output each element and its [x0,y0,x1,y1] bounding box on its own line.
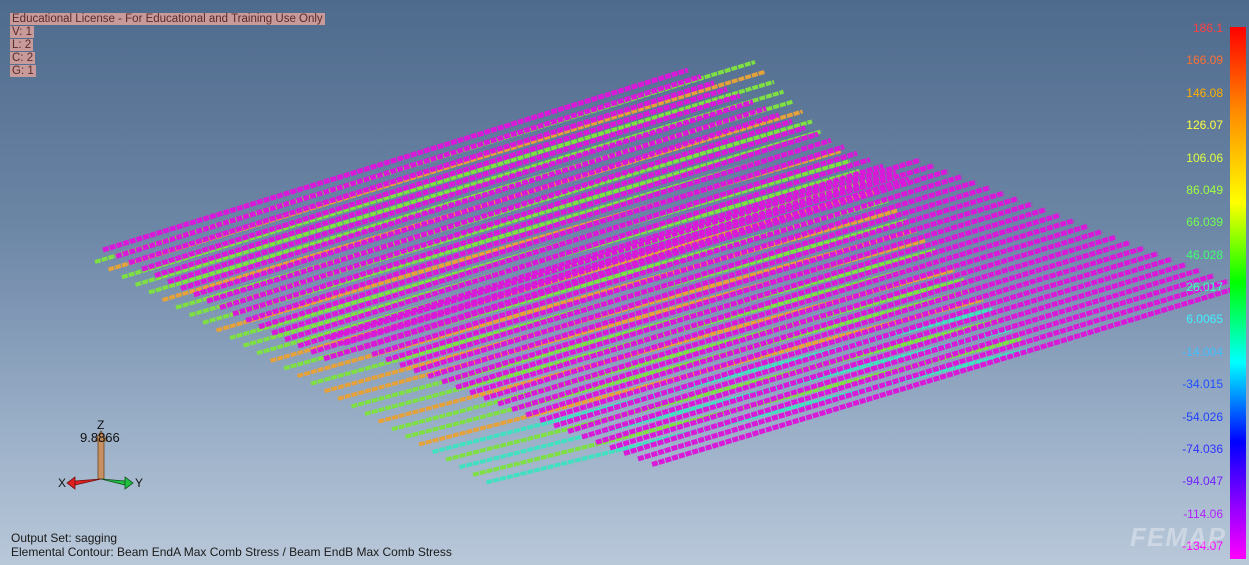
beam-element [258,144,845,330]
beam-element [455,207,1047,390]
beam-element [232,131,819,317]
beam-element [413,190,1005,374]
beam-element [404,287,975,439]
beam-element [567,251,1159,434]
legend-label: 126.07 [1186,118,1223,133]
beam-element [180,106,767,291]
beam-element [343,163,935,346]
z-axis-label: Z [97,418,105,432]
beam-element [441,201,1033,385]
color-indicator: C: 2 [10,52,36,64]
triad-scale-value: 9.8866 [80,430,120,445]
legend-label: 106.06 [1186,150,1223,165]
beam-element [154,93,741,278]
legend-label: -114.06 [1183,506,1223,521]
legend-label: 66.039 [1186,215,1223,230]
beam-element [609,267,1201,451]
beam-element [445,317,1003,462]
beam-element [167,99,754,285]
layer-indicator: L: 2 [10,39,34,51]
legend-label: 46.028 [1186,247,1223,262]
beam-element [399,185,991,368]
beam-element [102,67,689,253]
view-indicator: V: 1 [10,26,35,38]
femap-watermark: FEMAP [1130,522,1226,552]
beam-element [469,212,1061,396]
y-axis-label: Y [135,476,144,490]
legend-label: -94.047 [1182,474,1223,489]
legend-label: -34.015 [1182,377,1223,392]
contour-description: Elemental Contour: Beam EndA Max Comb St… [11,545,452,559]
beam-element [134,89,785,287]
beam-element [511,229,1103,412]
beam-element [219,125,806,310]
beam-element [651,284,1243,467]
beam-element [385,179,977,363]
beam-element [297,163,884,349]
beam-element [245,138,832,323]
beam-element [391,277,965,432]
beam-element [271,150,858,336]
beam-element [206,118,793,304]
beam-element [637,278,1229,462]
legend-label: 26.017 [1186,280,1223,294]
beam-element [371,174,963,357]
beam-element [427,196,1019,379]
beam-element [497,223,1089,407]
beam-element [121,79,775,280]
beam-element [525,234,1117,418]
beam-element [486,347,1031,485]
beam-element [284,157,871,342]
legend-label: 166.09 [1186,53,1223,68]
beam-element [553,245,1145,429]
model-info-block: Educational License - For Educational an… [10,13,325,78]
triad-icon [66,430,134,490]
legend-label: 86.049 [1186,182,1223,197]
beam-element [128,80,715,266]
upper-beam-group [102,67,1243,467]
legend-label: -134.07 [1182,539,1223,553]
license-banner: Educational License - For Educational an… [10,13,325,25]
legend-label: -54.026 [1182,409,1223,424]
legend-label: 146.08 [1186,85,1223,100]
legend-colorbar [1230,27,1246,559]
beam-element [623,273,1215,456]
beam-element [329,157,921,341]
beam-element [115,74,702,259]
x-axis-label: X [58,476,67,490]
beam-element [483,218,1075,401]
beam-element [595,262,1187,445]
legend-label: -14.004 [1182,344,1223,359]
legend-label: 186.1 [1192,21,1223,35]
output-set-label: Output Set: sagging [11,531,118,545]
legend-label: 6.0065 [1186,312,1223,327]
beam-element [539,240,1131,423]
axis-triad: Z X Y [55,415,155,495]
beam-element [581,256,1173,440]
contour-legend: 186.1 166.09 146.08 126.07 106.06 86.049 66.03… [1159,21,1249,559]
beam-element [193,112,780,298]
beam-element [357,168,949,352]
legend-label: -74.036 [1182,441,1223,456]
group-indicator: G: 1 [10,65,36,77]
beam-element [141,86,728,272]
